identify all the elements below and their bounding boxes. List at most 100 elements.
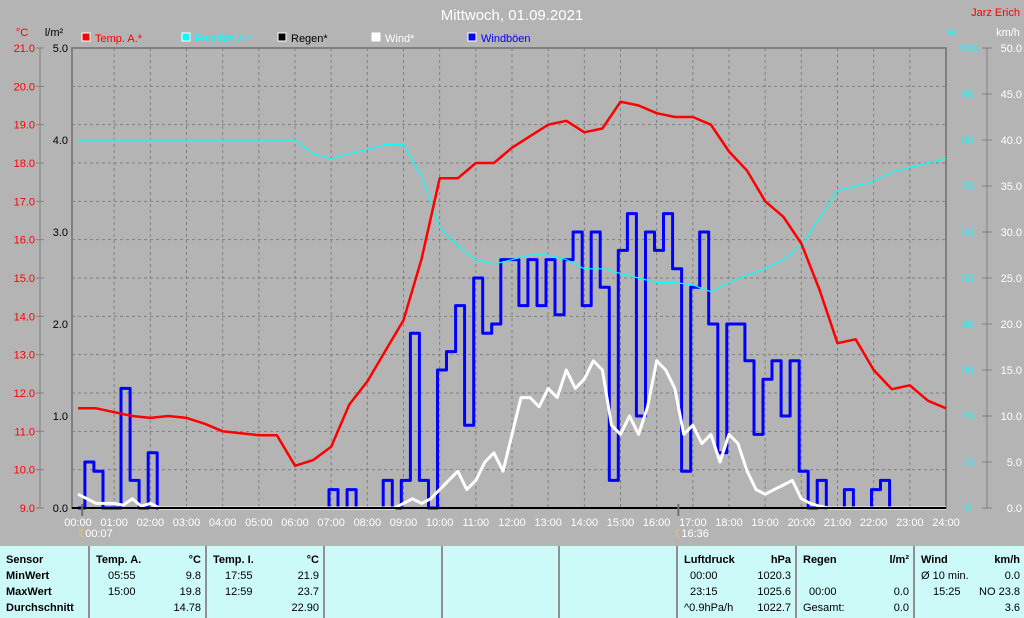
rain-max: 0.0 xyxy=(893,586,909,598)
temp-i-max-time: 12:59 xyxy=(225,586,253,598)
rain-tick-label: 4.0 xyxy=(53,135,68,147)
pressure-unit: hPa xyxy=(770,554,791,566)
temp-tick-label: 16.0 xyxy=(14,235,35,247)
max-label: MaxWert xyxy=(6,586,52,598)
time-marker-label: 16:36 xyxy=(681,528,709,540)
wind-max: NO 23.8 xyxy=(979,586,1020,598)
pressure-header: Luftdruck xyxy=(684,554,735,566)
sensor-header: Sensor xyxy=(6,554,44,566)
humidity-tick-label: 20 xyxy=(962,411,974,423)
legend-swatch xyxy=(277,32,287,42)
temp-tick-label: 11.0 xyxy=(14,426,35,438)
temp-tick-label: 14.0 xyxy=(14,311,35,323)
x-tick-label: 05:00 xyxy=(245,517,273,529)
x-tick-label: 16:00 xyxy=(643,517,671,529)
pressure-max-time: 23:15 xyxy=(690,586,718,598)
wind-unit-label: km/h xyxy=(996,27,1020,39)
pressure-max: 1025.6 xyxy=(757,586,791,598)
legend-swatch xyxy=(467,32,477,42)
x-tick-label: 20:00 xyxy=(788,517,816,529)
legend-label: Windböen xyxy=(481,33,531,45)
sensor-column: Sensor MinWert MaxWert Durchschnitt xyxy=(0,546,88,618)
temp-tick-label: 20.0 xyxy=(14,81,35,93)
pressure-column: Luftdruck hPa 00:00 1020.3 23:15 1025.6 ^0.… xyxy=(676,546,795,618)
x-tick-label: 12:00 xyxy=(498,517,526,529)
wind-tick-label: 0.0 xyxy=(1007,503,1022,515)
wind-header: Wind xyxy=(921,554,948,566)
rain-total: 0.0 xyxy=(893,602,909,614)
empty-column xyxy=(558,546,676,618)
temp-tick-label: 15.0 xyxy=(14,273,35,285)
statistics-table: Sensor MinWert MaxWert Durchschnitt Temp… xyxy=(0,546,1024,618)
temp-tick-label: 12.0 xyxy=(14,388,35,400)
humidity-tick-label: 70 xyxy=(962,181,974,193)
rain-unit-label: l/m² xyxy=(45,27,64,39)
temp-i-max: 23.7 xyxy=(297,586,319,598)
x-tick-label: 08:00 xyxy=(354,517,382,529)
humidity-tick-label: 100 xyxy=(959,43,977,55)
x-tick-label: 10:00 xyxy=(426,517,454,529)
series-line-feuchtea xyxy=(78,139,947,293)
empty-column xyxy=(323,546,441,618)
temp-a-min-time: 05:55 xyxy=(108,570,136,582)
wind-tick-label: 40.0 xyxy=(1001,135,1022,147)
temp-tick-label: 18.0 xyxy=(14,158,35,170)
temp-tick-label: 9.0 xyxy=(20,503,35,515)
pressure-min: 1020.3 xyxy=(757,570,791,582)
legend-swatch xyxy=(371,32,381,42)
x-tick-label: 04:00 xyxy=(209,517,237,529)
rain-tick-label: 3.0 xyxy=(53,227,68,239)
min-label: MinWert xyxy=(6,570,50,582)
x-tick-label: 11:00 xyxy=(462,517,489,529)
x-tick-label: 01:00 xyxy=(100,517,128,529)
humidity-tick-label: 40 xyxy=(962,319,974,331)
temp-a-unit: °C xyxy=(188,554,201,566)
legend-label: Feuchte A.* xyxy=(195,33,253,45)
temp-a-max-time: 15:00 xyxy=(108,586,136,598)
humidity-tick-label: 0 xyxy=(965,503,971,515)
wind-avg10-label: Ø 10 min. xyxy=(921,570,969,582)
rain-column: Regen l/m² 00:00 0.0 Gesamt: 0.0 xyxy=(795,546,913,618)
x-tick-label: 03:00 xyxy=(173,517,201,529)
wind-tick-label: 50.0 xyxy=(1001,43,1022,55)
temp-i-unit: °C xyxy=(306,554,319,566)
legend-label: Regen* xyxy=(291,33,328,45)
time-marker-label: 00:07 xyxy=(85,528,113,540)
legend-swatch xyxy=(181,32,191,42)
x-tick-label: 19:00 xyxy=(751,517,779,529)
humidity-tick-label: 30 xyxy=(962,365,974,377)
legend-swatch xyxy=(81,32,91,42)
x-tick-label: 17:00 xyxy=(679,517,707,529)
temp-i-header: Temp. I. xyxy=(213,554,254,566)
x-tick-label: 02:00 xyxy=(137,517,165,529)
humidity-tick-label: 10 xyxy=(962,457,974,469)
wind-column: Wind km/h Ø 10 min. 0.0 15:25 NO 23.8 3.6 xyxy=(913,546,1024,618)
chart-title: Mittwoch, 01.09.2021 xyxy=(441,7,584,24)
wind-tick-label: 10.0 xyxy=(1001,411,1022,423)
wind-tick-label: 15.0 xyxy=(1001,365,1022,377)
humidity-tick-label: 50 xyxy=(962,273,974,285)
series-line-tempa xyxy=(78,100,947,468)
humidity-unit-label: % xyxy=(946,27,956,39)
x-tick-label: 00:00 xyxy=(64,517,92,529)
author-label: Jarz Erich xyxy=(971,7,1020,19)
wind-tick-label: 25.0 xyxy=(1001,273,1022,285)
pressure-min-time: 00:00 xyxy=(690,570,718,582)
temp-a-max: 19.8 xyxy=(179,586,201,598)
wind-tick-label: 5.0 xyxy=(1007,457,1022,469)
pressure-avg: 1022.7 xyxy=(757,602,791,614)
rain-tick-label: 5.0 xyxy=(53,43,68,55)
temp-i-column: Temp. I. °C 17:55 21.9 12:59 23.7 22.90 xyxy=(205,546,323,618)
x-tick-label: 15:00 xyxy=(607,517,635,529)
x-tick-label: 18:00 xyxy=(715,517,743,529)
moonset-icon: ☾ xyxy=(674,528,684,540)
rain-max-time: 00:00 xyxy=(809,586,837,598)
rain-tick-label: 1.0 xyxy=(53,411,68,423)
x-tick-label: 07:00 xyxy=(317,517,345,529)
temp-tick-label: 21.0 xyxy=(14,43,35,55)
rain-unit: l/m² xyxy=(889,554,909,566)
legend-label: Wind* xyxy=(385,33,415,45)
weather-chart: 21.0 20.0 19.0 18.0 17.0 16.0 15.0 14.0 13.0 12.0… xyxy=(14,7,1022,540)
temp-tick-label: 19.0 xyxy=(14,120,35,132)
wind-avg10: 0.0 xyxy=(1004,570,1020,582)
